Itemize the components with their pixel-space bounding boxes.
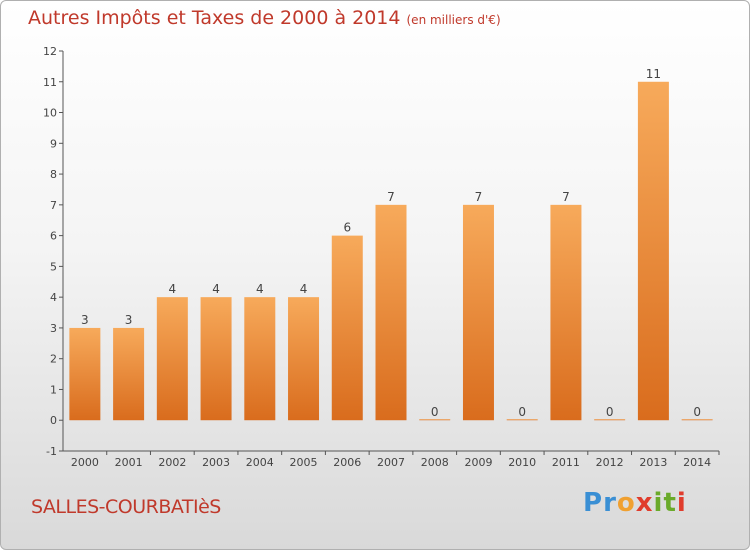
x-tick-label: 2006 [333,456,361,469]
bar-2011 [550,204,582,421]
y-tick-label: 4 [50,291,57,304]
data-label-2013: 11 [646,67,661,81]
x-tick-label: 2003 [202,456,230,469]
x-tick-label: 2014 [683,456,711,469]
x-tick-label: 2007 [377,456,405,469]
data-label-2010: 0 [518,405,526,419]
bar-2007 [375,204,407,421]
chart-data-labels: 3 3 4 4 4 4 6 7 0 7 0 7 0 11 0 [81,67,701,419]
data-label-2014: 0 [693,405,701,419]
y-tick-label: -1 [46,445,57,458]
x-tick-label: 2002 [158,456,186,469]
bar-2014 [681,419,713,421]
y-tick-label: 11 [43,76,57,89]
y-tick-label: 9 [50,137,57,150]
y-tick-label: 3 [50,322,57,335]
bar-2005 [288,297,320,421]
x-tick-label: 2012 [596,456,624,469]
y-tick-label: 2 [50,353,57,366]
proxiti-logo: Proxiti [583,488,687,518]
logo-letter: x [635,488,654,518]
x-tick-label: 2009 [464,456,492,469]
bar-2001 [113,327,145,421]
data-label-2008: 0 [431,405,439,419]
bar-2008 [419,419,451,421]
logo-letter: t [663,488,677,518]
x-tick-label: 2004 [246,456,274,469]
data-label-2005: 4 [300,282,308,296]
data-label-2006: 6 [343,221,351,235]
data-label-2002: 4 [169,282,177,296]
data-label-2004: 4 [256,282,264,296]
logo-letter: o [616,488,636,518]
bar-2013 [637,81,669,421]
logo-letter: i [676,488,687,518]
bar-2002 [156,297,188,421]
logo-letter: i [653,488,664,518]
chart-title-text: Autres Impôts et Taxes de 2000 à 2014 [28,7,401,29]
data-label-2003: 4 [212,282,220,296]
data-label-2011: 7 [562,190,570,204]
x-tick-label: 2011 [552,456,580,469]
bar-2000 [69,327,101,421]
location-name: SALLES-COURBATIèS [31,496,221,518]
bar-2003 [200,297,232,421]
bar-2009 [462,204,494,421]
x-tick-label: 2000 [71,456,99,469]
x-tick-label: 2001 [115,456,143,469]
data-label-2000: 3 [81,313,89,327]
chart-title-unit: (en milliers d'€) [406,13,501,27]
chart-title: Autres Impôts et Taxes de 2000 à 2014 (en… [28,7,501,29]
y-tick-label: 10 [43,107,57,120]
y-tick-label: 5 [50,260,57,273]
bar-2004 [244,297,276,421]
x-tick-label: 2005 [290,456,318,469]
y-tick-label: 1 [50,383,57,396]
x-tick-label: 2013 [639,456,667,469]
y-tick-label: 8 [50,168,57,181]
data-label-2012: 0 [606,405,614,419]
y-tick-label: 0 [50,414,57,427]
data-label-2009: 7 [475,190,483,204]
x-tick-label: 2008 [421,456,449,469]
logo-letter: r [603,488,617,518]
y-tick-label: 12 [43,45,57,58]
bar-2012 [594,419,626,421]
data-label-2007: 7 [387,190,395,204]
x-tick-label: 2010 [508,456,536,469]
bar-2006 [331,235,363,421]
y-tick-label: 6 [50,230,57,243]
y-tick-label: 7 [50,199,57,212]
logo-letter: P [583,488,604,518]
chart-bars [69,81,713,421]
bar-2010 [506,419,538,421]
data-label-2001: 3 [125,313,133,327]
